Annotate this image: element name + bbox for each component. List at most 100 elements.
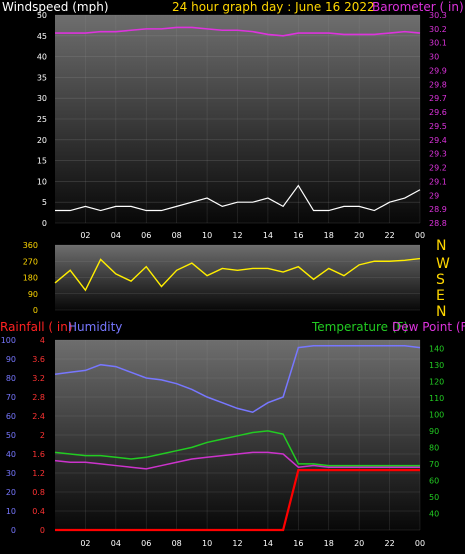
temperature-tick-label: 110	[429, 394, 444, 403]
temperature-tick-label: 60	[429, 476, 439, 485]
compass-n-bottom: N	[436, 304, 446, 320]
rainfall-tick-label: 2.8	[32, 393, 45, 402]
humidity-tick-label: 50	[6, 431, 16, 440]
wind-x-tick-label: 10	[202, 231, 212, 240]
temp-x-tick-label: 08	[172, 539, 182, 548]
barometer-tick-label: 28.8	[429, 219, 447, 228]
temperature-tick-label: 130	[429, 361, 444, 370]
wind-x-tick-label: 04	[111, 231, 121, 240]
temperature-label: Temperature (F)	[311, 320, 408, 334]
wind-x-tick-label: 06	[141, 231, 151, 240]
wind-y-tick-label: 15	[37, 157, 47, 166]
barometer-tick-label: 29.2	[429, 164, 447, 173]
wind-y-tick-label: 20	[37, 136, 47, 145]
temperature-tick-label: 100	[429, 410, 444, 419]
wind-plot-area	[55, 15, 420, 223]
wind-x-tick-label: 14	[263, 231, 273, 240]
humidity-tick-label: 0	[11, 526, 16, 535]
temperature-tick-label: 80	[429, 443, 439, 452]
temp-x-tick-label: 12	[232, 539, 242, 548]
humidity-tick-label: 40	[6, 450, 16, 459]
rainfall-tick-label: 0.8	[32, 488, 45, 497]
direction-tick-label: 180	[23, 274, 38, 283]
wind-x-tick-label: 18	[324, 231, 334, 240]
wind-x-tick-label: 02	[80, 231, 90, 240]
temp-x-tick-label: 10	[202, 539, 212, 548]
temperature-series-line	[54, 430, 420, 467]
wind-x-tick-label: 22	[384, 231, 394, 240]
temp-x-tick-label: 14	[263, 539, 273, 548]
temperature-tick-label: 40	[429, 509, 439, 518]
temp-x-tick-label: 22	[384, 539, 394, 548]
humidity-tick-label: 20	[6, 488, 16, 497]
rainfall-tick-label: 4	[40, 336, 45, 345]
barometer-tick-label: 29.6	[429, 108, 447, 117]
rainfall-tick-label: 1.6	[32, 450, 45, 459]
wind-y-tick-label: 0	[42, 219, 47, 228]
wind-y-tick-label: 50	[37, 11, 47, 20]
temperature-tick-label: 90	[429, 427, 439, 436]
rainfall-tick-label: 0	[40, 526, 45, 535]
temperature-tick-label: 120	[429, 377, 444, 386]
wind-y-tick-label: 45	[37, 32, 47, 41]
rainfall-label: Rainfall ( in)	[0, 320, 73, 334]
compass-e: E	[436, 288, 445, 304]
humidity-tick-label: 30	[6, 469, 16, 478]
humidity-tick-label: 10	[6, 507, 16, 516]
temp-x-tick-label: 16	[293, 539, 303, 548]
wind-x-tick-label: 20	[354, 231, 364, 240]
temp-x-tick-label: 00	[415, 539, 425, 548]
wind-y-tick-label: 35	[37, 73, 47, 82]
humidity-label: Humidity	[68, 320, 122, 334]
wind-direction-series-line	[54, 257, 421, 292]
compass-w: W	[436, 256, 450, 272]
wind-x-tick-label: 12	[232, 231, 242, 240]
wind-x-tick-label: 08	[172, 231, 182, 240]
windspeed-series-line	[55, 184, 421, 212]
barometer-tick-label: 28.9	[429, 205, 447, 214]
barometer-tick-label: 29.8	[429, 80, 447, 89]
rainfall-tick-label: 3.2	[32, 374, 45, 383]
temp-x-tick-label: 20	[354, 539, 364, 548]
humidity-tick-label: 80	[6, 374, 16, 383]
wind-y-tick-label: 40	[37, 53, 47, 62]
temperature-tick-label: 70	[429, 460, 439, 469]
barometer-tick-label: 30	[429, 53, 439, 62]
temp-x-tick-label: 06	[141, 539, 151, 548]
barometer-tick-label: 29.9	[429, 66, 447, 75]
direction-tick-label: 360	[23, 241, 38, 250]
temp-x-tick-label: 18	[324, 539, 334, 548]
barometer-label: Barometer ( in)	[372, 0, 464, 14]
humidity-tick-label: 100	[1, 336, 16, 345]
barometer-tick-label: 29.4	[429, 136, 447, 145]
barometer-tick-label: 30.1	[429, 39, 447, 48]
humidity-tick-label: 70	[6, 393, 16, 402]
barometer-tick-label: 30.3	[429, 11, 447, 20]
temperature-tick-label: 50	[429, 493, 439, 502]
rainfall-series-line	[55, 469, 420, 532]
wind-y-tick-label: 10	[37, 177, 47, 186]
wind-x-tick-label: 00	[415, 231, 425, 240]
direction-tick-label: 270	[23, 257, 38, 266]
rainfall-tick-label: 2.4	[32, 412, 45, 421]
wind-x-tick-label: 16	[293, 231, 303, 240]
compass-n-top: N	[436, 238, 446, 254]
windspeed-label: Windspeed (mph)	[2, 0, 109, 14]
temp-x-tick-label: 02	[80, 539, 90, 548]
temperature-tick-label: 140	[429, 344, 444, 353]
temp-x-tick-label: 04	[111, 539, 121, 548]
barometer-tick-label: 29	[429, 191, 439, 200]
rainfall-tick-label: 0.4	[32, 507, 45, 516]
rainfall-tick-label: 3.6	[32, 355, 45, 364]
barometer-tick-label: 29.7	[429, 94, 447, 103]
barometer-tick-label: 29.5	[429, 122, 447, 131]
rainfall-tick-label: 2	[40, 431, 45, 440]
barometer-series-line	[55, 26, 421, 37]
graph-title: 24 hour graph day : June 16 2022	[172, 0, 375, 14]
humidity-tick-label: 90	[6, 355, 16, 364]
direction-tick-label: 90	[28, 290, 38, 299]
barometer-tick-label: 29.3	[429, 150, 447, 159]
barometer-tick-label: 30.2	[429, 25, 447, 34]
